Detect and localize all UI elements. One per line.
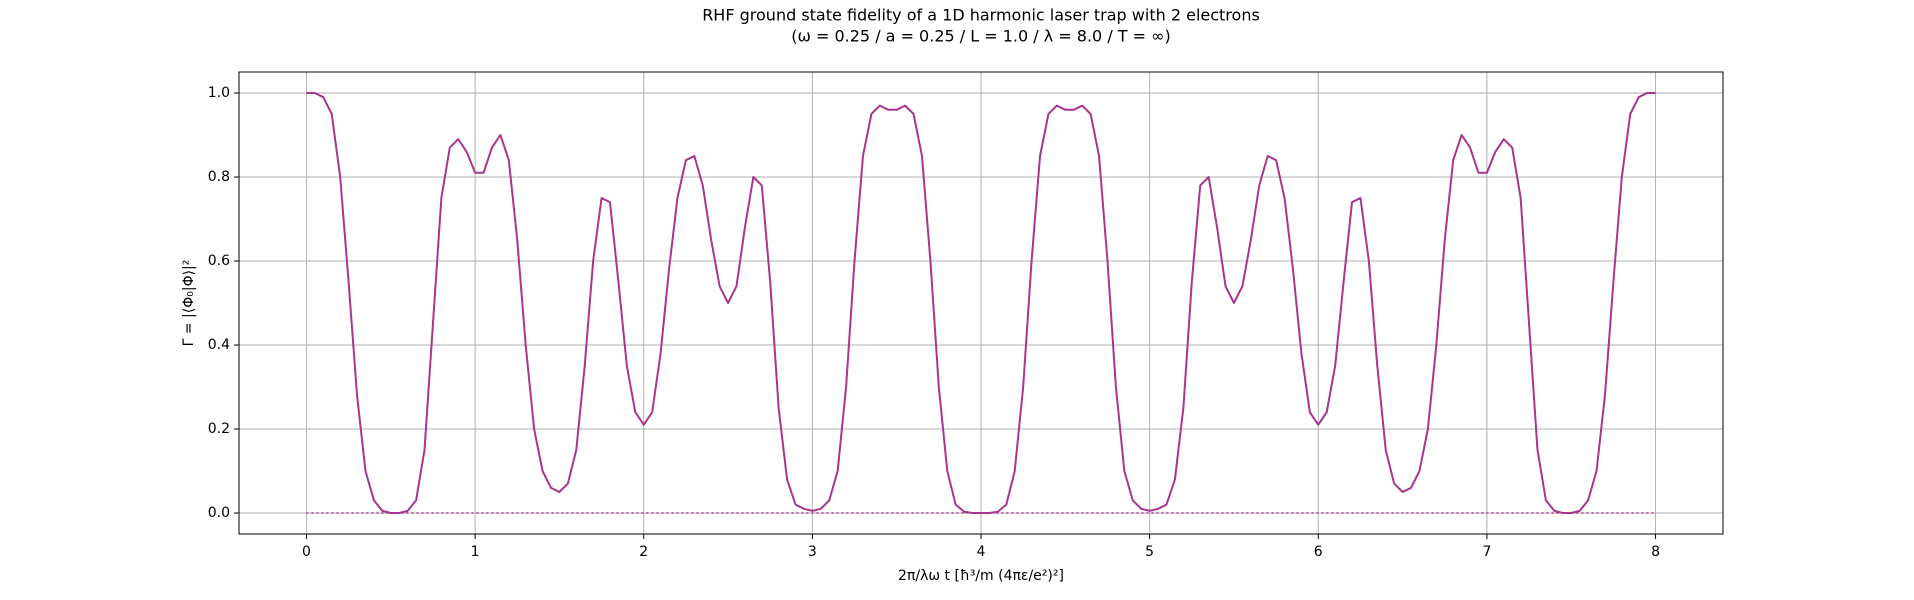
y-tick-label: 0.6	[208, 253, 230, 269]
chart-title: RHF ground state fidelity of a 1D harmon…	[702, 6, 1260, 25]
x-axis-label: 2π/λω t [ħ³/m (4πε/e²)²]	[898, 568, 1064, 584]
line-series	[306, 92, 1656, 514]
x-tick-label: 5	[1145, 544, 1154, 560]
y-axis-label: Γ = |⟨Φ₀|Φ⟩|²	[181, 260, 197, 347]
y-tick-label: 0.4	[208, 337, 230, 353]
y-tick-label: 1.0	[208, 85, 230, 101]
y-tick-label: 0.8	[208, 169, 230, 185]
y-tick-label: 0.2	[208, 421, 230, 437]
x-tick-label: 7	[1482, 544, 1491, 560]
x-tick-label: 0	[302, 544, 311, 560]
x-tick-label: 6	[1314, 544, 1323, 560]
x-tick-label: 8	[1651, 544, 1660, 560]
x-tick-label: 4	[977, 544, 986, 560]
chart-subtitle: (ω = 0.25 / a = 0.25 / L = 1.0 / λ = 8.0…	[791, 27, 1170, 46]
x-tick-label: 2	[639, 544, 648, 560]
x-tick-label: 1	[471, 544, 480, 560]
plot-frame	[238, 71, 1724, 535]
x-tick-label: 3	[808, 544, 817, 560]
y-tick-label: 0.0	[208, 505, 230, 521]
